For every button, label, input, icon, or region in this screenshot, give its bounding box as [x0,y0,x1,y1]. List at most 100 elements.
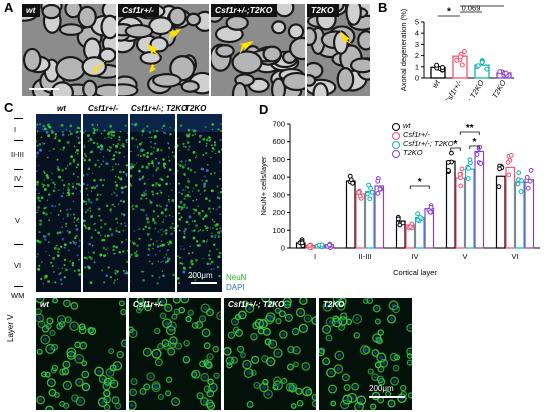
neun-cell [48,255,51,257]
neun-cell [90,186,94,190]
data-point [350,180,355,186]
neun-cell [83,174,85,177]
neun-cell [76,254,79,257]
neun-cell [113,131,116,134]
neun-cell [36,188,38,190]
neun-cell [186,141,190,144]
neuron-soma [78,323,86,331]
neun-cell [216,196,220,199]
neun-cell [90,150,94,154]
neun-cell [190,259,194,263]
neun-cell [76,131,79,134]
neun-cell [195,183,198,187]
neun-cell [87,251,90,254]
nucleus [268,359,273,364]
neun-cell [85,200,88,203]
neun-texture [83,114,128,285]
neun-cell [74,236,77,240]
neun-cell [160,149,163,152]
nucleus [59,317,64,322]
neun-cell [121,191,124,194]
nucleus [394,366,398,370]
data-point [497,166,502,172]
neun-cell [114,181,117,184]
neun-cell [173,155,175,158]
data-point [465,176,471,181]
neun-cell [162,274,165,277]
neun-cell [150,238,153,241]
neun-cell [97,145,100,149]
neuron-soma [387,399,396,408]
neuron-soma [163,343,171,350]
neun-cell [153,135,157,139]
neuron-soma [205,361,213,370]
layer-v-image-csf1r-t2ko: Csf1r+/-; T2KO [224,298,316,410]
neun-cell [87,266,91,270]
neun-cell [107,131,111,135]
neun-cell [156,245,160,248]
neun-cell [101,184,105,187]
neun-cell [54,137,57,140]
neun-cell [38,231,41,234]
neun-cell [36,170,38,173]
data-point [518,189,524,194]
neun-cell [211,128,214,131]
neuron-soma [71,394,79,402]
neun-cell [77,176,79,178]
nucleus [157,360,161,364]
neun-cell [45,212,48,216]
nucleus [394,307,398,311]
neun-cell [94,222,96,225]
nucleus [265,330,269,334]
neun-cell [106,252,109,254]
neun-cell [72,241,76,245]
axon [338,69,353,90]
axon [217,46,233,56]
neun-cell [43,179,45,181]
nucleus [145,350,150,354]
neun-cell [39,219,43,223]
neun-cell [85,187,88,190]
neun-cell [39,148,43,152]
data-point [365,191,370,197]
neun-cell [47,156,49,159]
neun-cell [58,139,61,142]
neuron-soma [325,317,336,328]
neuron-soma [81,360,88,367]
neuron-soma [142,347,152,357]
neun-cell [214,224,218,228]
y-tick-label: 0 [281,244,285,253]
neun-cell [161,234,163,236]
neun-cell [130,280,131,282]
neun-cell [159,177,162,181]
neun-cell [61,226,63,228]
axon [276,4,293,16]
neuron-soma [340,312,348,320]
neun-cell [59,278,63,281]
axon [250,79,268,91]
nucleus [44,327,47,331]
neuron-soma [245,303,255,314]
neuron-soma [130,378,138,386]
neun-cell [189,168,193,172]
neun-cell [91,214,94,217]
neun-cell [194,133,196,136]
nucleus [345,386,349,389]
nucleus [105,391,109,395]
nucleus [215,374,218,377]
neun-cell [77,217,80,220]
neun-cell [193,212,195,214]
neun-cell [148,136,150,139]
neun-cell [211,123,215,126]
neun-cell [152,175,154,177]
neun-cell [57,247,61,251]
neun-cell [108,145,111,148]
neun-cell [77,269,81,272]
neun-cell [53,186,56,189]
neun-cell [173,172,175,175]
nucleus [234,328,238,331]
neun-cell [141,194,144,197]
axon [314,84,327,96]
nucleus [198,394,202,398]
nucleus [60,323,64,326]
